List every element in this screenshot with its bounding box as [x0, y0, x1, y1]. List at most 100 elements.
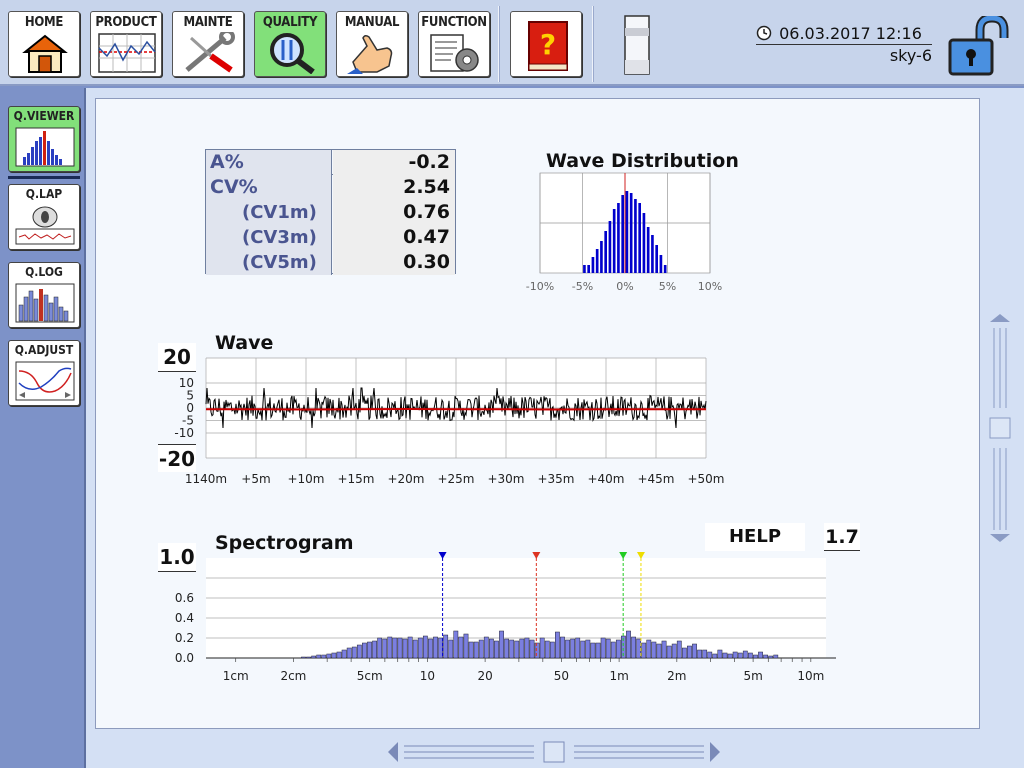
spec-xtick-label: 1m [609, 669, 628, 683]
yarn-bobbin-icon [15, 206, 75, 245]
dist-bar [625, 191, 629, 273]
spec-bar [753, 654, 758, 659]
stats-key: (CV5m) [206, 250, 332, 275]
spec-ytick-label: 0.2 [175, 631, 194, 645]
wave-distribution-chart: -10% -5% 0% 5% 10% [526, 172, 722, 293]
spec-bar [382, 638, 388, 659]
spec-bar [463, 633, 469, 659]
stats-row-cv-percent: CV% 2.54 [206, 175, 455, 200]
dist-bar [651, 235, 654, 273]
spec-ytick-label: 0.4 [175, 611, 194, 625]
wave-scale-min: -20 [158, 444, 196, 472]
clock-icon [756, 25, 772, 41]
wave-xtick-label: +40m [587, 472, 624, 486]
scroll-right-icon[interactable] [710, 742, 720, 762]
dist-bar [608, 221, 612, 273]
function-button[interactable]: FUNCTION [418, 11, 490, 77]
product-chart-icon [98, 33, 156, 73]
spec-bar [575, 637, 581, 659]
spec-xtick-label: 1cm [223, 669, 249, 683]
help-book-button[interactable]: ? [510, 11, 582, 77]
scroll-down-icon[interactable] [990, 534, 1010, 542]
spec-bar [707, 651, 713, 659]
horizontal-scrollbar[interactable] [386, 740, 722, 764]
wave-xtick-label: +35m [537, 472, 574, 486]
sidebar-item-q-adjust[interactable]: Q.ADJUST [8, 340, 80, 406]
spec-bar [356, 644, 362, 659]
spec-bar [428, 638, 433, 659]
spec-bar [407, 636, 413, 659]
spec-bar [478, 639, 484, 659]
spec-bar [560, 636, 565, 659]
wave-xtick-label: +30m [487, 472, 524, 486]
spec-bar [671, 643, 677, 659]
stats-value: 0.76 [333, 200, 455, 225]
spec-bar [631, 636, 636, 659]
help-value[interactable]: 1.7 [824, 523, 860, 551]
dist-xtick-label: -5% [572, 280, 593, 293]
spec-xtick-label: 10m [797, 669, 824, 683]
stats-row-cv5m: (CV5m) 0.30 [206, 250, 455, 275]
spec-bar [377, 637, 383, 659]
scroll-up-icon[interactable] [990, 314, 1010, 322]
spectrogram-scale-max[interactable]: 1.0 [158, 543, 196, 572]
dist-bar [621, 195, 624, 273]
wave-xticks: 1140m +5m +10m +15m +20m +25m +30m +35m +40m +45m… [185, 472, 725, 486]
function-button-label: FUNCTION [421, 15, 487, 30]
spec-bar [732, 651, 738, 659]
sidebar-item-label: Q.VIEWER [13, 109, 75, 123]
quality-button[interactable]: QUALITY [254, 11, 326, 77]
spec-bar [301, 656, 306, 659]
spec-bar [742, 650, 748, 659]
home-button[interactable]: HOME [8, 11, 80, 77]
spec-bar [585, 639, 591, 659]
spec-bar [453, 630, 459, 659]
spec-xtick-label: 20 [477, 669, 492, 683]
dist-bar [629, 193, 633, 273]
spec-bar [747, 652, 753, 659]
toolbar-separator [498, 6, 500, 82]
scroll-left-icon[interactable] [388, 742, 398, 762]
stats-value: 0.30 [333, 250, 455, 275]
spec-bar [443, 634, 449, 659]
spec-bar [549, 641, 555, 659]
sidebar-item-q-viewer[interactable]: Q.VIEWER [8, 106, 80, 172]
spec-bar [351, 646, 357, 659]
top-toolbar: HOME PRODUCT MAINTE QUALITY [0, 0, 1024, 86]
wave-scale-max: 20 [158, 343, 196, 372]
sidebar-item-q-log[interactable]: Q.LOG [8, 262, 80, 328]
mainte-button-label: MAINTE [183, 15, 233, 30]
dist-xticks: -10% -5% 0% 5% 10% [526, 280, 722, 293]
mainte-button[interactable]: MAINTE [172, 11, 244, 77]
dist-bar [642, 213, 646, 273]
wave-mean-line [206, 407, 706, 411]
sidebar-item-q-lap[interactable]: Q.LAP [8, 184, 80, 250]
help-toggle-button[interactable]: HELP [705, 523, 805, 551]
padlock-unlocked-icon[interactable] [946, 16, 1010, 76]
manual-button[interactable]: MANUAL [336, 11, 408, 77]
spec-bar [595, 642, 601, 659]
spec-bar [529, 639, 535, 659]
wave-title: Wave [215, 332, 274, 354]
spec-bar [468, 641, 474, 659]
spec-bar [473, 641, 479, 659]
hscroll-thumb[interactable] [543, 741, 565, 763]
spec-bar [610, 641, 616, 659]
spec-bar [737, 652, 743, 659]
spec-bar [483, 636, 489, 659]
spec-bar [341, 649, 347, 659]
dist-bar [600, 241, 603, 273]
product-button[interactable]: PRODUCT [90, 11, 162, 77]
spec-xtick-label: 2m [667, 669, 686, 683]
spec-yticks: 0.6 0.4 0.2 0.0 [175, 591, 194, 665]
spec-bar [514, 640, 520, 659]
spec-bar [346, 647, 352, 659]
svg-text:?: ? [540, 28, 556, 61]
spec-bar [544, 640, 550, 659]
spec-bar [580, 640, 586, 659]
spec-bar [524, 637, 530, 659]
manual-button-label: MANUAL [344, 15, 400, 30]
vertical-scrollbar[interactable] [988, 312, 1012, 548]
scroll-thumb[interactable] [989, 417, 1011, 439]
